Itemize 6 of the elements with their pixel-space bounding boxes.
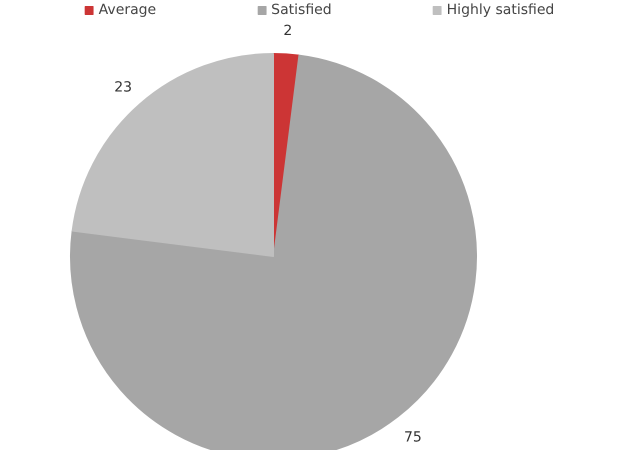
data-label: 23 — [114, 79, 132, 96]
data-label: 2 — [283, 23, 292, 40]
legend-label: Satisfied — [271, 2, 332, 18]
legend-label: Average — [98, 2, 156, 18]
legend-label: Highly satisfied — [446, 2, 554, 18]
data-label: 75 — [404, 430, 422, 446]
